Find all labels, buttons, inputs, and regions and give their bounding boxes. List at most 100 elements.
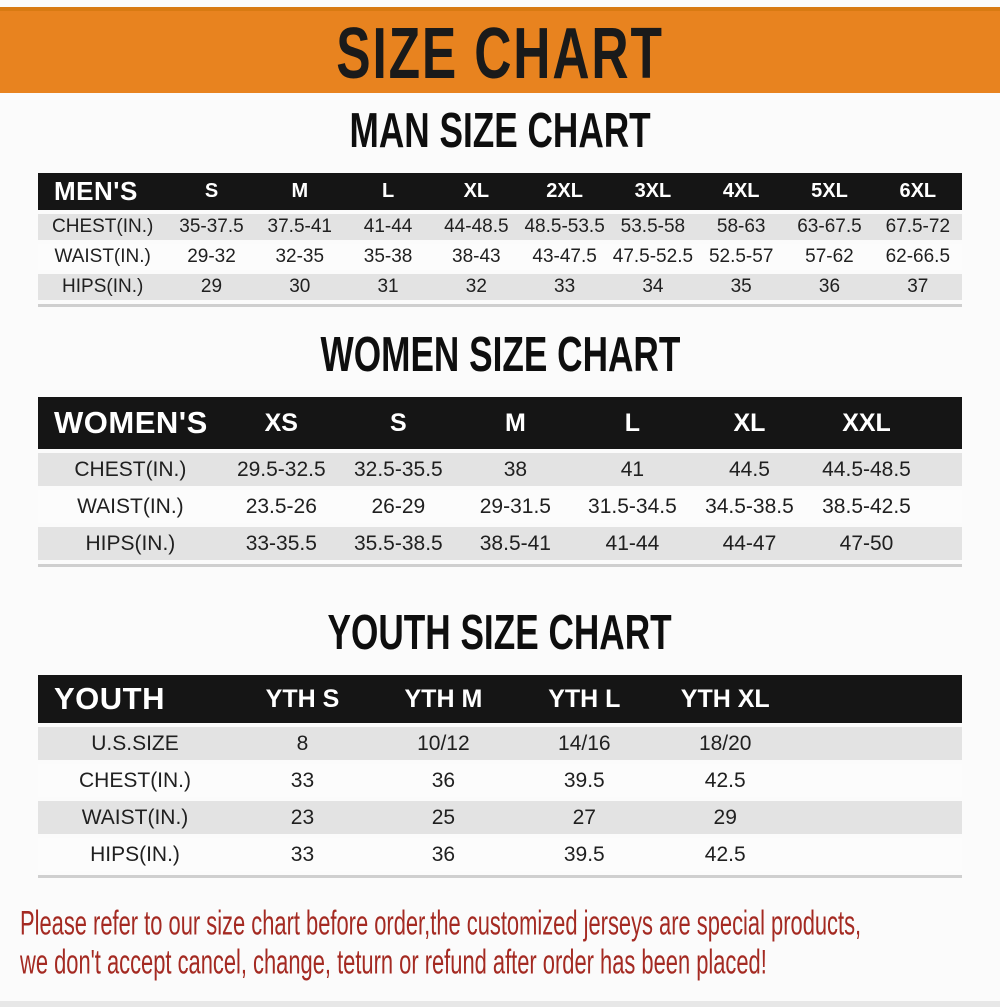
header-row: YOUTH YTH S YTH M YTH L YTH XL	[38, 675, 962, 723]
size-cell: 27	[513, 801, 655, 834]
size-cell: 34.5-38.5	[690, 490, 808, 523]
size-cell: 43-47.5	[520, 244, 609, 270]
table-corner-label: WOMEN'S	[38, 397, 223, 449]
size-cell: 14/16	[513, 727, 655, 760]
size-cell: 41-44	[573, 527, 691, 560]
header-row: MEN'S S M L XL 2XL 3XL 4XL 5XL 6XL	[38, 173, 962, 210]
row-label: CHEST(IN.)	[38, 764, 233, 797]
row-label: WAIST(IN.)	[38, 490, 223, 523]
size-cell: 35.5-38.5	[339, 527, 457, 560]
column-header: XL	[690, 397, 808, 449]
column-header: L	[573, 397, 691, 449]
size-cell: 10/12	[372, 727, 514, 760]
column-header: 4XL	[697, 173, 786, 210]
size-chart-page: SIZE CHART MAN SIZE CHART MEN'S S M L XL 2XL 3…	[0, 7, 1000, 1007]
table-row: HIPS(IN.) 33-35.5 35.5-38.5 38.5-41 41-44 44-…	[38, 527, 962, 560]
size-cell: 36	[372, 764, 514, 797]
size-cell: 33	[232, 838, 373, 871]
youth-section-title-text: YOUTH SIZE CHART	[327, 606, 673, 660]
size-cell: 41	[573, 453, 691, 486]
women-size-table: WOMEN'S XS S M L XL XXL CHEST(IN.) 29.5-32.5 32.5…	[38, 393, 962, 567]
column-header: YTH XL	[654, 675, 796, 723]
row-spacer	[925, 453, 962, 486]
column-header: M	[456, 397, 574, 449]
header-row: WOMEN'S XS S M L XL XXL	[38, 397, 962, 449]
size-cell: 29-31.5	[456, 490, 574, 523]
size-cell: 42.5	[654, 838, 796, 871]
size-cell: 38-43	[432, 244, 521, 270]
row-spacer	[795, 764, 962, 797]
size-cell: 39.5	[513, 838, 655, 871]
column-header: YTH M	[372, 675, 514, 723]
row-label: CHEST(IN.)	[38, 453, 223, 486]
column-header: XS	[222, 397, 340, 449]
row-label: U.S.SIZE	[38, 727, 233, 760]
section-women: WOMEN SIZE CHART WOMEN'S XS S M L XL XXL CHEST(…	[0, 328, 1000, 567]
size-cell: 38.5-41	[456, 527, 574, 560]
size-cell: 35	[697, 274, 786, 300]
men-size-table: MEN'S S M L XL 2XL 3XL 4XL 5XL 6XL CHEST(IN.) 35-37…	[38, 169, 962, 307]
table-corner-label: YOUTH	[38, 675, 233, 723]
youth-size-table: YOUTH YTH S YTH M YTH L YTH XL U.S.SIZE 8 10/12…	[38, 671, 962, 878]
size-cell: 33-35.5	[222, 527, 340, 560]
row-label: WAIST(IN.)	[38, 801, 233, 834]
table-row: CHEST(IN.) 29.5-32.5 32.5-35.5 38 41 44.5 44.5…	[38, 453, 962, 486]
column-header: L	[343, 173, 433, 210]
column-header: 6XL	[873, 173, 962, 210]
row-label: HIPS(IN.)	[38, 838, 233, 871]
row-spacer	[925, 527, 962, 560]
disclaimer-line-1: Please refer to our size chart before or…	[20, 904, 862, 943]
column-header: 2XL	[520, 173, 609, 210]
table-row: CHEST(IN.) 33 36 39.5 42.5	[38, 764, 962, 797]
size-cell: 29-32	[167, 244, 256, 270]
size-cell: 52.5-57	[697, 244, 786, 270]
size-cell: 30	[255, 274, 344, 300]
table-row: WAIST(IN.) 29-32 32-35 35-38 38-43 43-47.5 47.…	[38, 244, 962, 270]
table-corner-label: MEN'S	[38, 173, 168, 210]
size-cell: 32-35	[255, 244, 344, 270]
size-cell: 53.5-58	[608, 214, 698, 240]
size-cell: 18/20	[654, 727, 796, 760]
size-cell: 44-47	[690, 527, 808, 560]
disclaimer-line-2: we don't accept cancel, change, teturn o…	[20, 943, 767, 982]
size-cell: 29	[654, 801, 796, 834]
size-cell: 44.5	[690, 453, 808, 486]
size-cell: 36	[785, 274, 874, 300]
size-cell: 41-44	[343, 214, 433, 240]
size-cell: 33	[520, 274, 609, 300]
column-header: YTH L	[513, 675, 655, 723]
column-header: S	[339, 397, 457, 449]
size-cell: 23.5-26	[222, 490, 340, 523]
row-label: HIPS(IN.)	[38, 274, 168, 300]
table-row: HIPS(IN.) 33 36 39.5 42.5	[38, 838, 962, 871]
table-row: CHEST(IN.) 35-37.5 37.5-41 41-44 44-48.5 48.5…	[38, 214, 962, 240]
table-row: WAIST(IN.) 23.5-26 26-29 29-31.5 31.5-34.5 34…	[38, 490, 962, 523]
table-row: U.S.SIZE 8 10/12 14/16 18/20	[38, 727, 962, 760]
column-header: S	[167, 173, 256, 210]
size-cell: 35-38	[343, 244, 433, 270]
size-cell: 34	[608, 274, 698, 300]
youth-section-title: YOUTH SIZE CHART	[0, 606, 1000, 660]
column-header: M	[255, 173, 344, 210]
table-row: HIPS(IN.) 29 30 31 32 33 34 35 36 37	[38, 274, 962, 300]
women-section-title-text: WOMEN SIZE CHART	[320, 328, 680, 382]
women-section-title: WOMEN SIZE CHART	[0, 328, 1000, 382]
row-spacer	[795, 801, 962, 834]
row-label: WAIST(IN.)	[38, 244, 168, 270]
size-cell: 48.5-53.5	[520, 214, 609, 240]
men-section-title-text: MAN SIZE CHART	[349, 104, 651, 158]
header-spacer	[925, 397, 962, 449]
size-cell: 37	[873, 274, 962, 300]
size-cell: 25	[372, 801, 514, 834]
column-header: XL	[432, 173, 521, 210]
size-cell: 37.5-41	[255, 214, 344, 240]
banner: SIZE CHART	[0, 7, 1000, 93]
size-cell: 44.5-48.5	[807, 453, 926, 486]
size-cell: 44-48.5	[432, 214, 521, 240]
size-cell: 32	[432, 274, 521, 300]
size-cell: 38.5-42.5	[807, 490, 926, 523]
size-cell: 67.5-72	[873, 214, 962, 240]
row-spacer	[795, 838, 962, 871]
size-cell: 58-63	[697, 214, 786, 240]
size-cell: 35-37.5	[167, 214, 256, 240]
